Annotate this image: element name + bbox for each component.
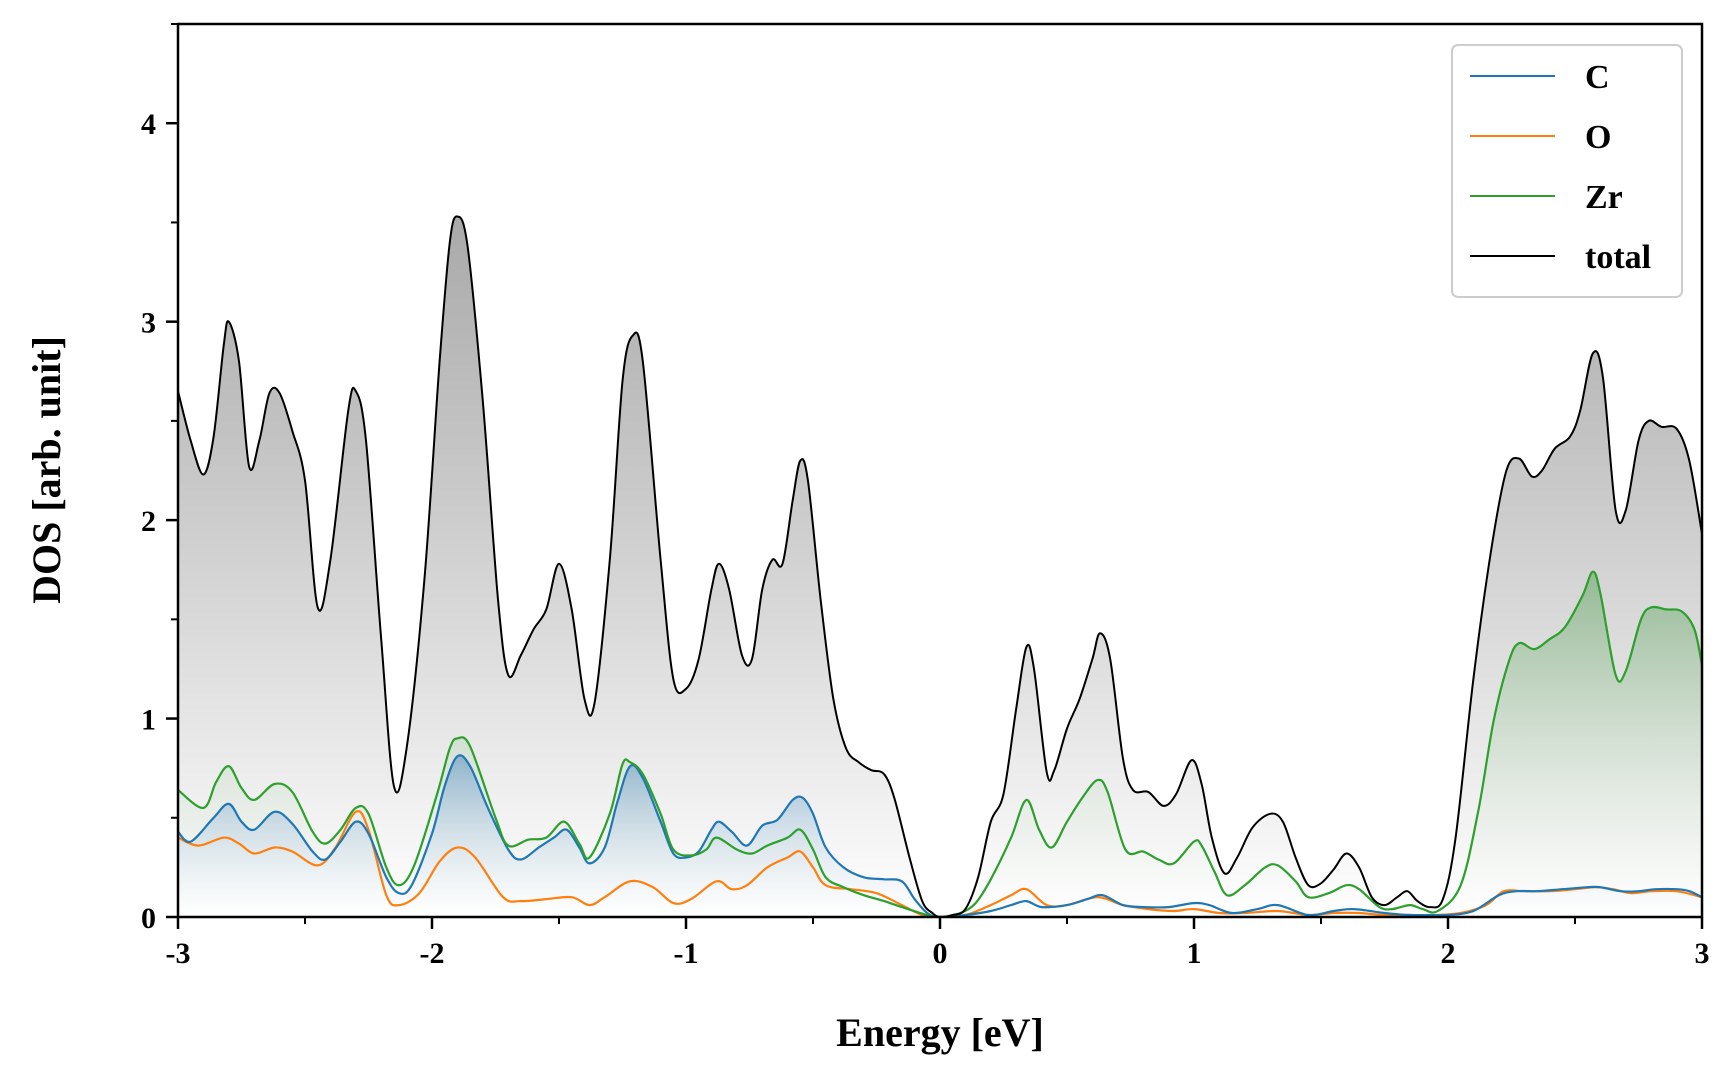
legend-label-c: C — [1585, 59, 1610, 96]
legend-label-zr: Zr — [1585, 179, 1623, 216]
y-tick-label: 2 — [141, 505, 156, 538]
series-line-zr — [178, 570, 1702, 917]
series-line-total — [178, 215, 1702, 917]
y-tick-label: 3 — [141, 307, 156, 340]
x-tick-label: 1 — [1187, 937, 1202, 970]
x-tick-label: -2 — [420, 937, 445, 970]
area-fills — [178, 216, 1702, 917]
y-tick-label: 0 — [141, 902, 156, 935]
legend: C O Zr total — [1451, 44, 1683, 298]
x-tick-label: 2 — [1441, 937, 1456, 970]
y-tick-label: 4 — [141, 108, 156, 141]
y-axis: 0 1 2 3 4 — [141, 23, 178, 935]
area-fill-zr — [178, 571, 1702, 917]
x-tick-label: 0 — [933, 937, 948, 970]
y-tick-label: 1 — [141, 704, 156, 737]
series-line-c — [178, 754, 1702, 917]
x-tick-label: -3 — [166, 937, 191, 970]
legend-label-total: total — [1585, 239, 1651, 276]
area-fill-total — [178, 216, 1702, 917]
legend-label-o: O — [1585, 119, 1611, 156]
x-axis-title: Energy [eV] — [836, 1010, 1044, 1055]
y-axis-title: DOS [arb. unit] — [24, 336, 69, 604]
x-tick-label: -1 — [674, 937, 699, 970]
area-fill-c — [178, 755, 1702, 917]
x-tick-label: 3 — [1695, 937, 1710, 970]
series-lines — [178, 215, 1702, 917]
x-axis: -3 -2 -1 0 1 2 3 — [166, 917, 1710, 970]
legend-box — [1451, 44, 1683, 298]
